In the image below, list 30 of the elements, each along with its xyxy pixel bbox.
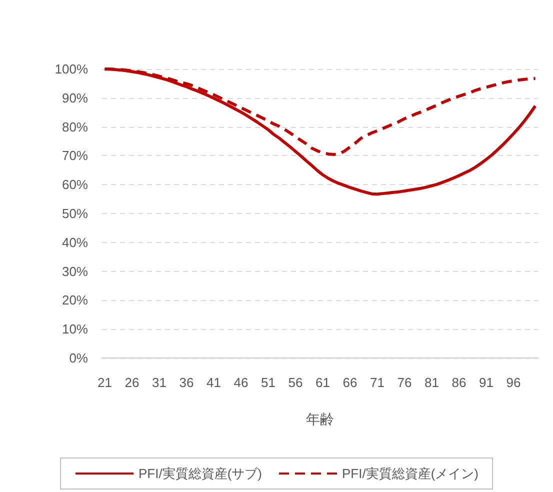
x-tick-label: 71 <box>370 375 384 390</box>
y-tick-label: 40% <box>62 234 88 250</box>
y-tick-label: 0% <box>69 350 88 366</box>
y-tick-label: 80% <box>62 119 88 134</box>
x-tick-label: 41 <box>206 375 221 390</box>
x-tick-label: 51 <box>260 375 276 390</box>
y-tick-label: 50% <box>62 206 88 221</box>
y-tick-label: 20% <box>62 292 88 308</box>
x-tick-label: 61 <box>315 375 330 390</box>
y-tick-label: 30% <box>62 264 88 279</box>
y-tick-label: 10% <box>62 322 88 337</box>
legend-label: PFI/実質総資産(メイン) <box>342 466 478 481</box>
y-tick-label: 90% <box>62 90 88 106</box>
x-tick-label: 91 <box>478 375 494 390</box>
x-axis-title: 年齢 <box>306 411 334 427</box>
x-tick-label: 46 <box>234 375 248 390</box>
x-tick-label: 81 <box>424 375 439 390</box>
x-tick-label: 76 <box>397 375 412 390</box>
x-tick-label: 21 <box>97 375 112 390</box>
y-tick-label: 60% <box>62 177 88 192</box>
x-tick-label: 86 <box>452 375 466 390</box>
x-tick-label: 26 <box>124 375 140 390</box>
x-tick-label: 36 <box>179 375 194 390</box>
legend-label: PFI/実質総資産(サブ) <box>138 466 262 481</box>
y-tick-label: 100% <box>54 62 88 76</box>
x-tick-label: 31 <box>152 375 166 390</box>
y-tick-label: 70% <box>62 148 88 164</box>
x-tick-label: 96 <box>506 375 521 390</box>
x-tick-label: 56 <box>288 375 303 390</box>
x-tick-label: 66 <box>342 375 358 390</box>
